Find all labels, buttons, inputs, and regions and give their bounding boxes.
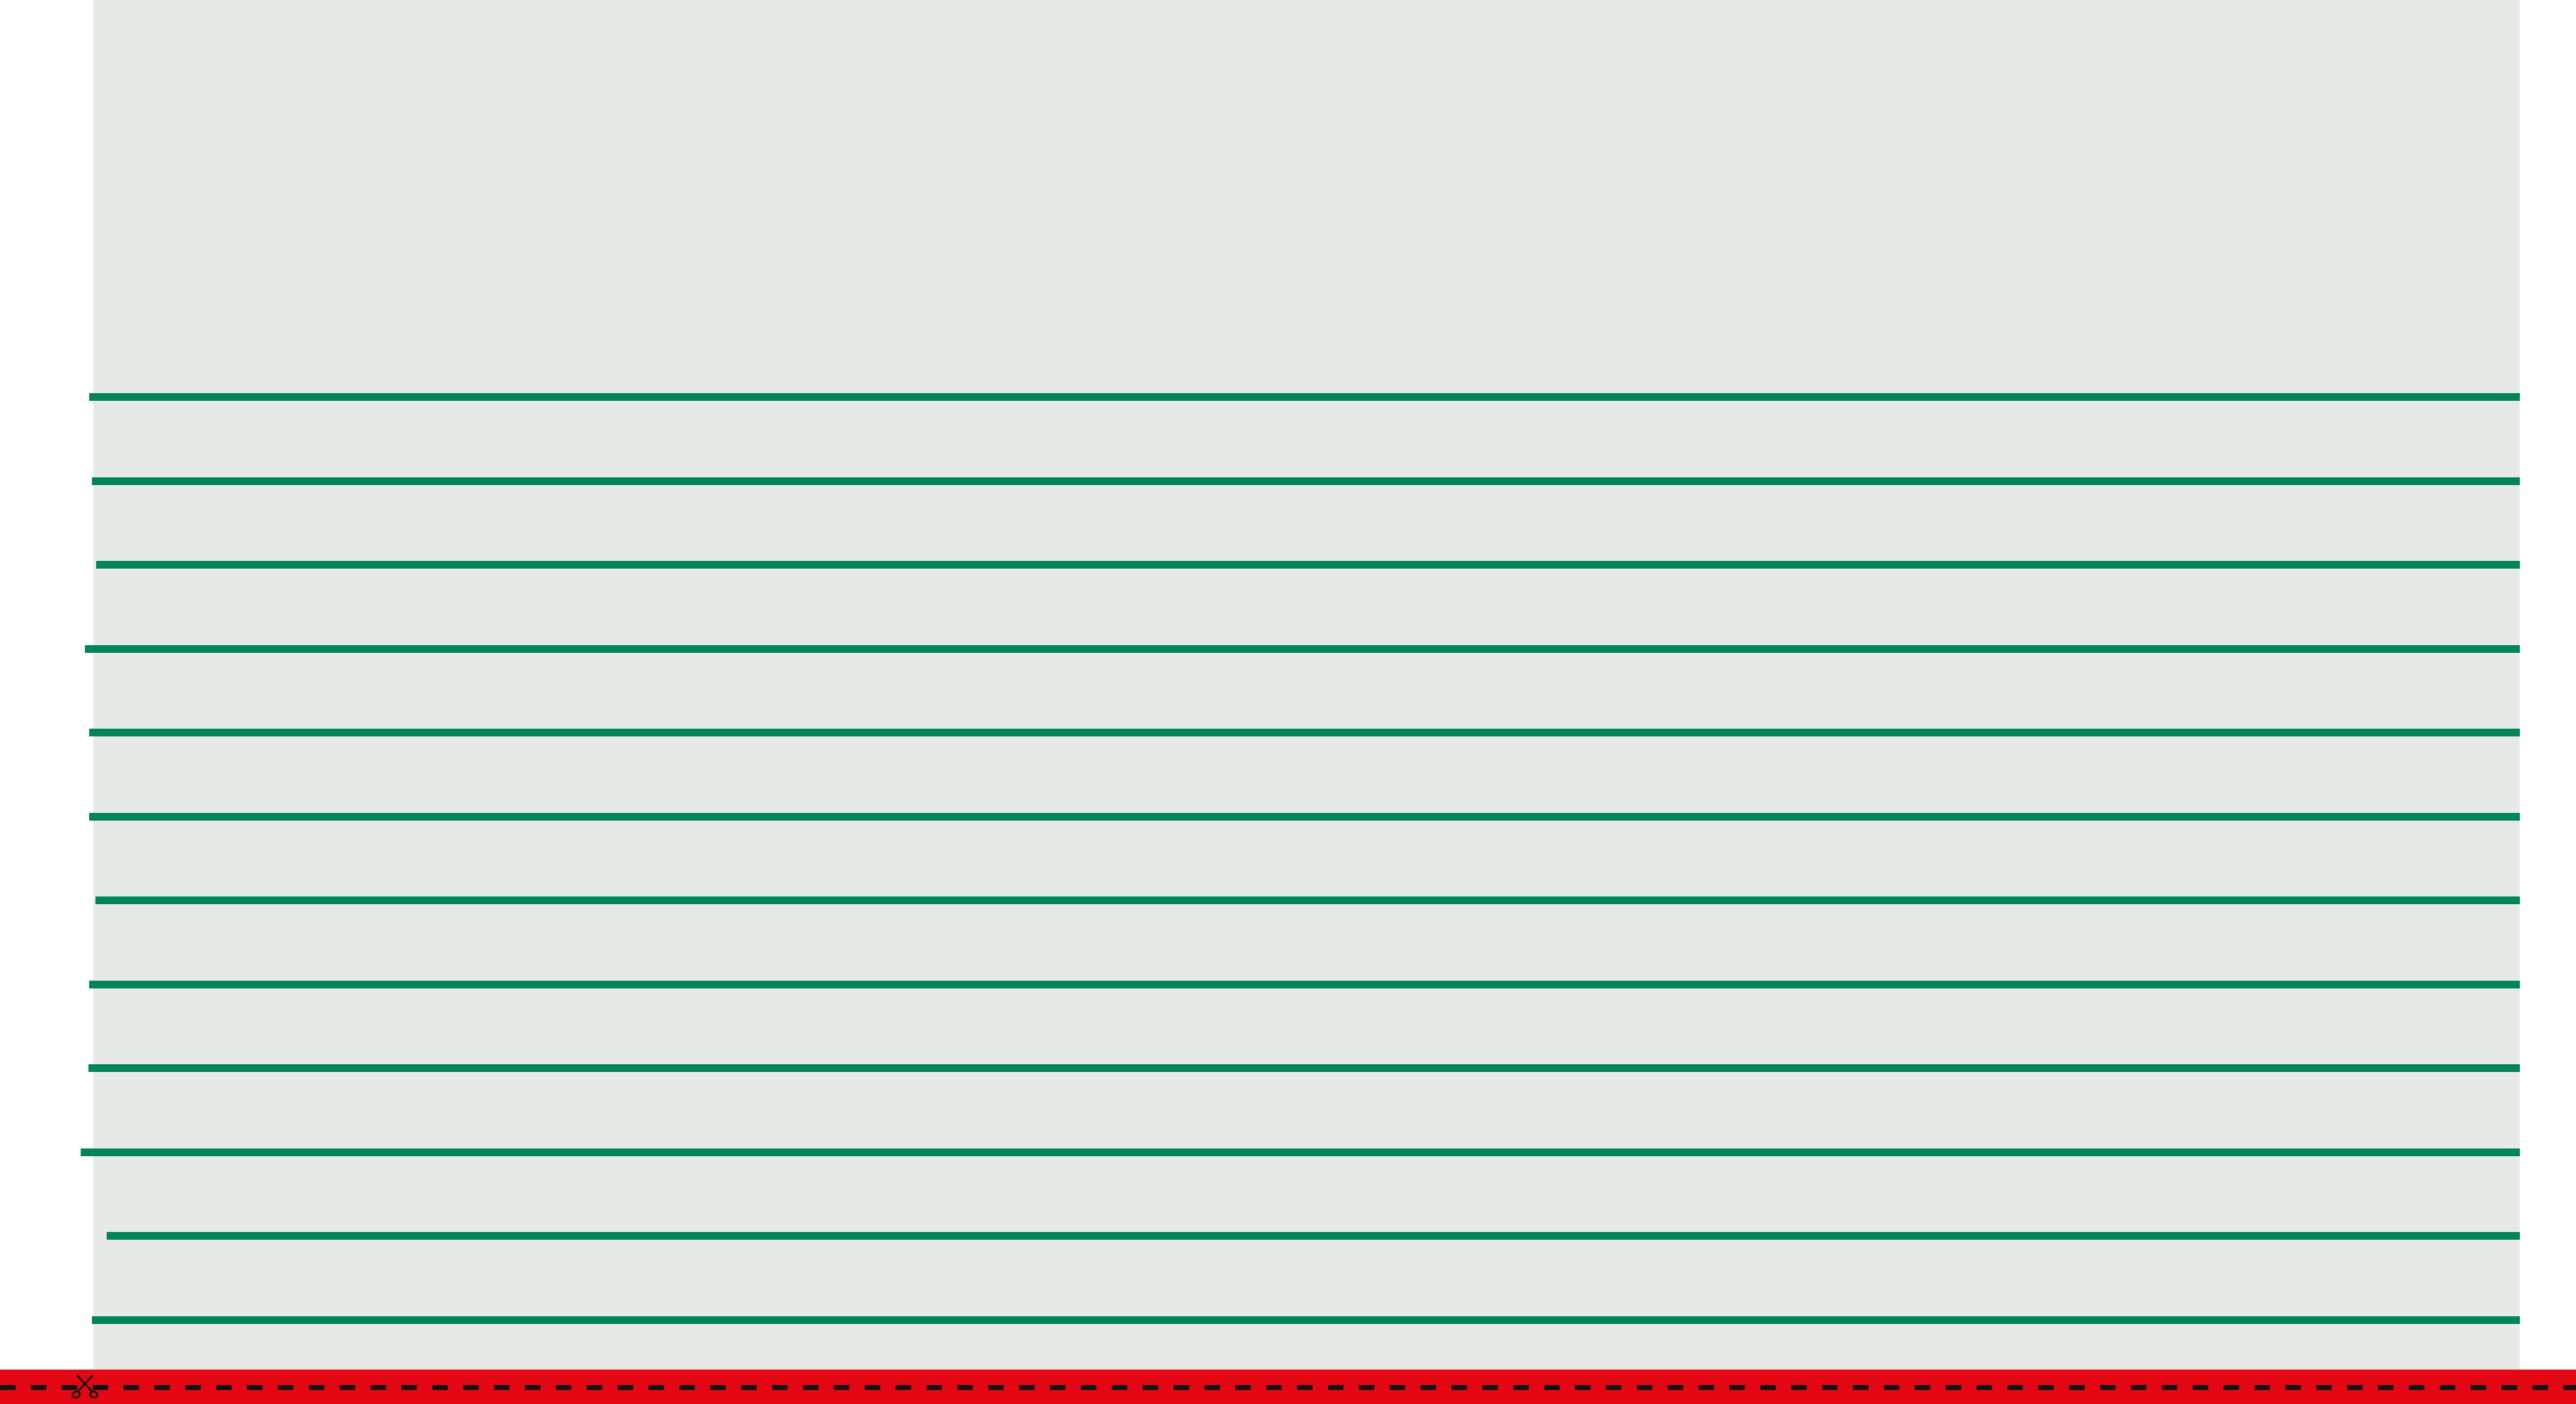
- content-panel: [93, 0, 2520, 1370]
- rule-line-11: [107, 1232, 2520, 1240]
- scissors-icon: [72, 1375, 98, 1399]
- rule-line-8: [89, 981, 2520, 988]
- rule-line-4: [85, 645, 2520, 653]
- tear-strip: [0, 1370, 2576, 1404]
- rule-line-9: [88, 1064, 2520, 1072]
- rule-line-5: [89, 729, 2520, 736]
- rule-line-12: [92, 1316, 2520, 1324]
- rule-line-1: [89, 393, 2520, 401]
- rule-line-7: [95, 896, 2520, 904]
- rule-line-10: [81, 1148, 2520, 1156]
- rule-line-2: [92, 477, 2520, 485]
- cut-line-dashed: [0, 1385, 2576, 1390]
- rule-line-6: [89, 813, 2520, 821]
- rule-line-3: [96, 561, 2520, 569]
